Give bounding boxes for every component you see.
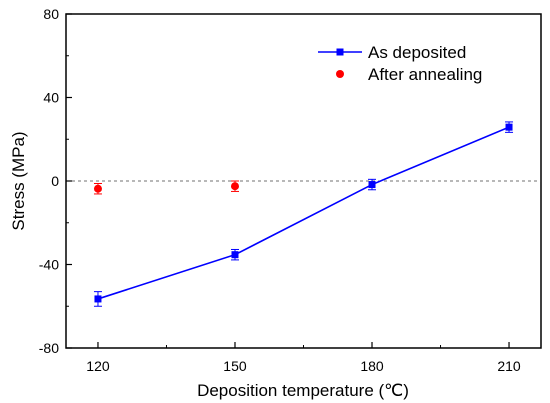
data-point-after-annealing [230, 182, 239, 191]
legend-marker-after-annealing [336, 70, 344, 78]
data-point-as-deposited [505, 123, 513, 131]
y-tick-label: 0 [51, 173, 59, 189]
legend-marker-as-deposited [336, 48, 344, 56]
series-line-as-deposited [97, 126, 510, 300]
data-point-after-annealing [93, 184, 102, 193]
x-tick-label: 180 [360, 358, 384, 374]
legend-label-as-deposited: As deposited [368, 43, 466, 62]
y-tick-label: 80 [43, 6, 59, 22]
y-axis-title: Stress (MPa) [9, 131, 28, 230]
x-axis-ticks: 120 150 180 210 [86, 342, 521, 374]
legend-label-after-annealing: After annealing [368, 65, 482, 84]
x-axis-title: Deposition temperature (℃) [197, 381, 409, 400]
data-point-as-deposited [94, 295, 102, 303]
data-point-as-deposited [368, 181, 376, 189]
y-tick-label: 40 [43, 90, 59, 106]
y-axis-ticks: 80 40 0 -40 -80 [39, 6, 72, 356]
legend: As deposited After annealing [318, 43, 482, 84]
series-layer [93, 121, 514, 307]
y-tick-label: -40 [39, 257, 59, 273]
data-point-as-deposited [231, 251, 239, 259]
y-tick-label: -80 [39, 340, 59, 356]
x-tick-label: 120 [86, 358, 110, 374]
x-tick-label: 150 [223, 358, 247, 374]
x-tick-label: 210 [497, 358, 521, 374]
